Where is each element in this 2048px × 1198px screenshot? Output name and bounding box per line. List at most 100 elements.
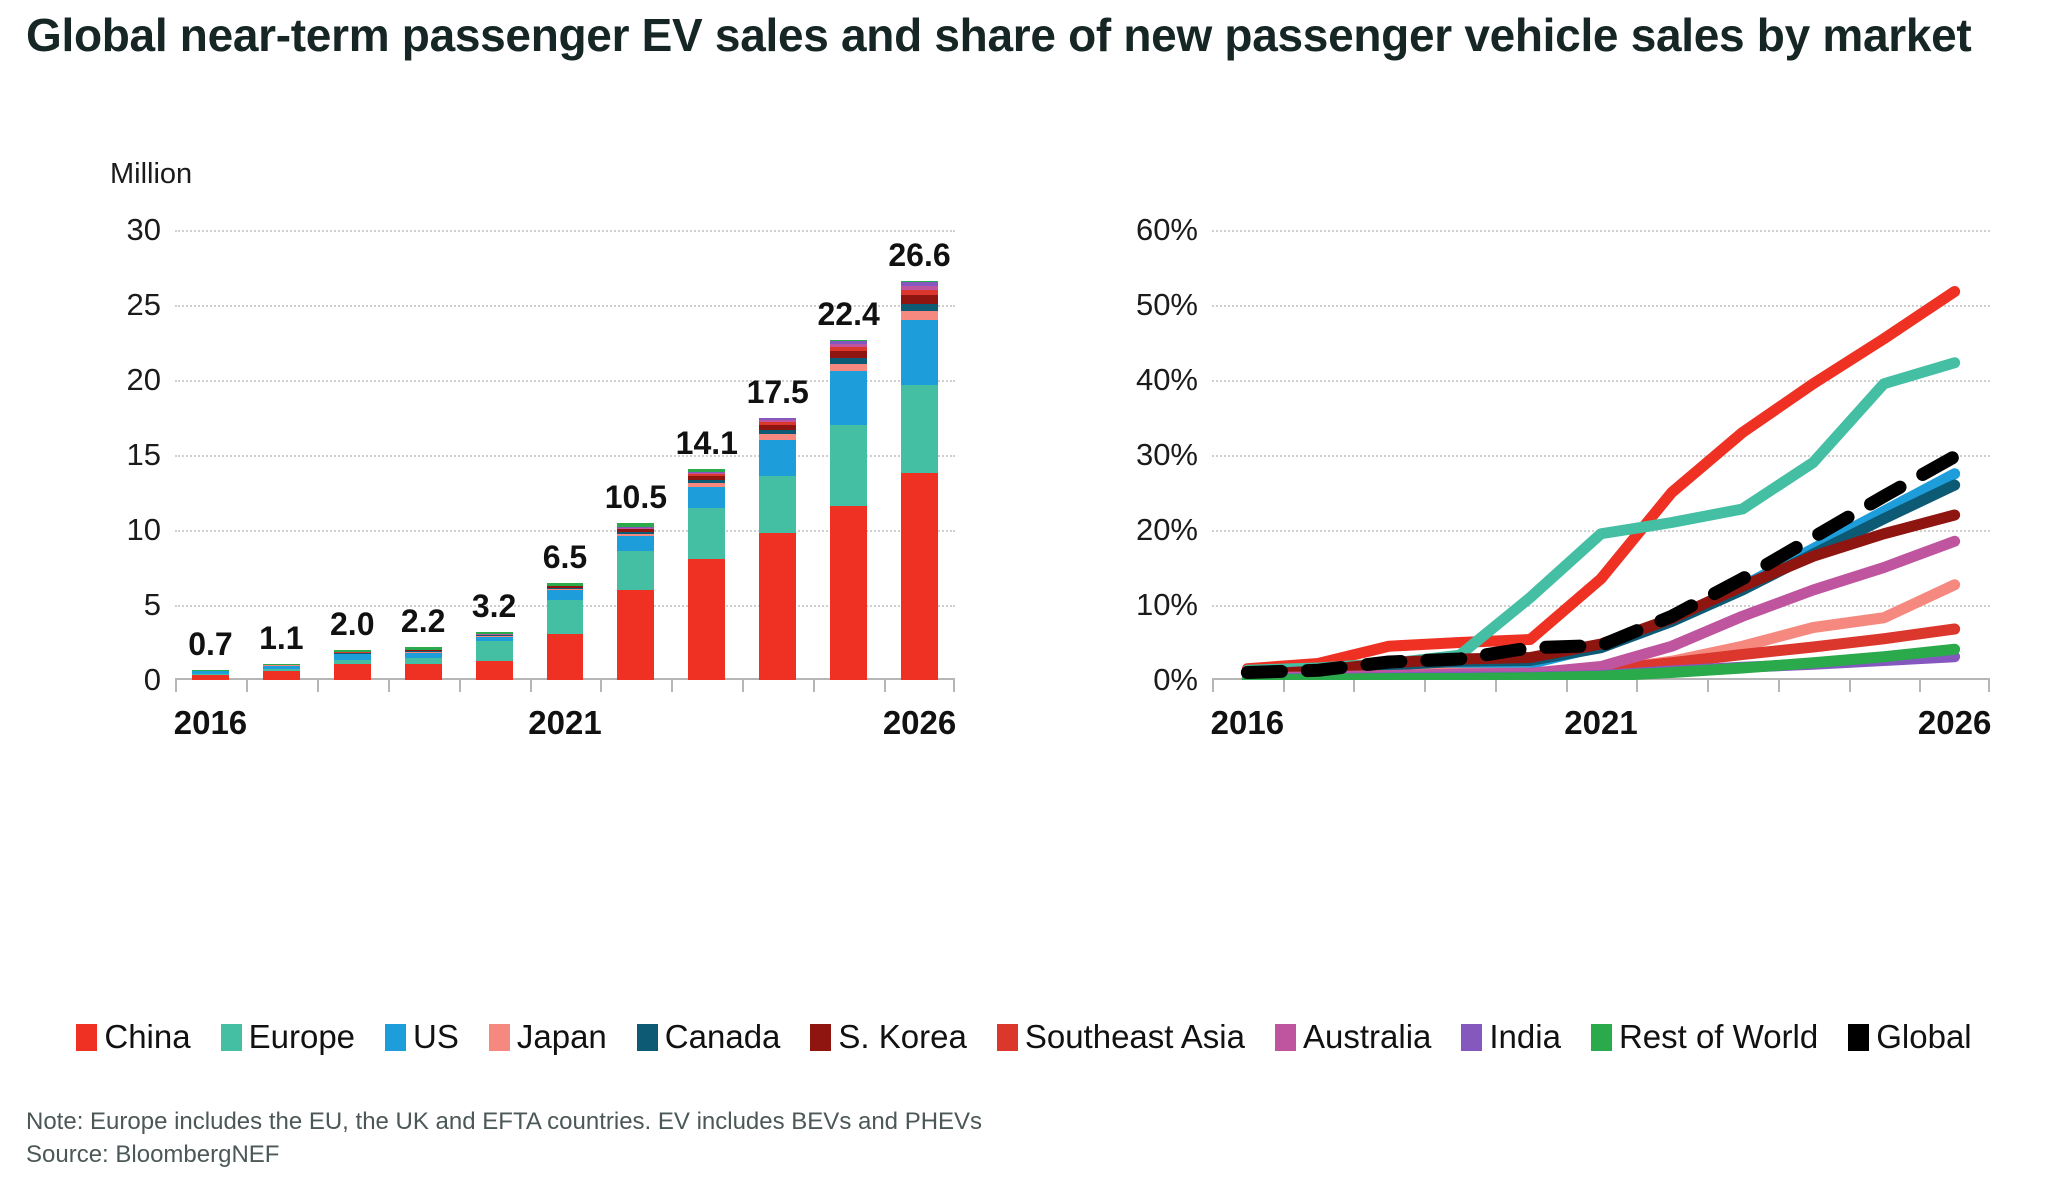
bar-segment[interactable]: [262, 671, 300, 680]
bar-segment[interactable]: [688, 476, 726, 480]
bar-segment[interactable]: [901, 290, 938, 296]
bar-column[interactable]: 3.2: [472, 230, 516, 680]
bar-segment[interactable]: [830, 350, 868, 358]
bar-segment[interactable]: [546, 586, 584, 588]
bar-segment[interactable]: [192, 669, 229, 671]
bar-segment[interactable]: [546, 589, 584, 590]
bar-segment[interactable]: [333, 659, 371, 664]
bar-segment[interactable]: [759, 440, 797, 476]
bar-segment[interactable]: [404, 657, 442, 664]
bar-segment[interactable]: [546, 582, 584, 586]
bar-segment[interactable]: [617, 528, 655, 530]
bar-segment[interactable]: [475, 660, 513, 680]
bar-column[interactable]: 10.5: [605, 230, 667, 680]
bar-segment[interactable]: [617, 527, 655, 528]
bar-segment[interactable]: [688, 558, 726, 680]
bar-segment[interactable]: [404, 652, 442, 658]
bar-segment[interactable]: [759, 424, 797, 430]
bar-segment[interactable]: [688, 472, 726, 475]
bar-segment[interactable]: [192, 675, 229, 680]
line-series-china[interactable]: [1241, 286, 1961, 675]
legend-item[interactable]: Japan: [488, 1018, 607, 1056]
bar-segment[interactable]: [759, 533, 797, 680]
bar-segment[interactable]: [617, 527, 655, 529]
bar-segment[interactable]: [546, 587, 584, 590]
bar-segment[interactable]: [192, 671, 229, 674]
bar-segment[interactable]: [404, 651, 442, 653]
bar-segment[interactable]: [404, 650, 442, 652]
bar-segment[interactable]: [759, 476, 797, 533]
bar-segment[interactable]: [262, 668, 300, 672]
bar-column[interactable]: 22.4: [817, 230, 880, 680]
bar-segment[interactable]: [688, 486, 726, 508]
legend-item[interactable]: Canada: [636, 1018, 780, 1056]
bar-segment[interactable]: [546, 599, 584, 635]
bar-segment[interactable]: [901, 473, 938, 680]
bar-segment[interactable]: [901, 320, 938, 385]
bar-segment[interactable]: [404, 663, 442, 680]
legend-item[interactable]: Southeast Asia: [996, 1018, 1245, 1056]
bar-segment[interactable]: [262, 663, 300, 665]
bar-column[interactable]: 2.2: [401, 230, 445, 680]
bar-segment[interactable]: [830, 363, 868, 371]
bar-column[interactable]: 6.5: [543, 230, 587, 680]
bar-segment[interactable]: [830, 425, 868, 506]
bar-segment[interactable]: [333, 663, 371, 680]
bar-segment[interactable]: [333, 654, 371, 660]
bar-column[interactable]: 1.1: [259, 230, 304, 680]
line-series-rest-of-world[interactable]: [1241, 643, 1961, 680]
bar-segment[interactable]: [759, 429, 797, 435]
bar-segment[interactable]: [830, 339, 868, 341]
bar-column[interactable]: 0.7: [188, 230, 233, 680]
bar-segment[interactable]: [901, 282, 938, 287]
bar-segment[interactable]: [617, 534, 655, 536]
bar-column[interactable]: 14.1: [676, 230, 738, 680]
bar-segment[interactable]: [901, 281, 938, 283]
legend-item[interactable]: S. Korea: [810, 1018, 967, 1056]
bar-segment[interactable]: [475, 635, 513, 637]
bar-segment[interactable]: [617, 590, 655, 680]
legend-item[interactable]: Europe: [220, 1018, 355, 1056]
bar-segment[interactable]: [759, 422, 797, 425]
bar-segment[interactable]: [404, 647, 442, 651]
bar-segment[interactable]: [475, 641, 513, 661]
legend-item[interactable]: China: [76, 1018, 191, 1056]
bar-segment[interactable]: [759, 434, 797, 440]
bar-segment[interactable]: [830, 371, 868, 425]
bar-segment[interactable]: [475, 632, 513, 635]
bar-segment[interactable]: [901, 310, 938, 320]
bar-segment[interactable]: [333, 653, 371, 654]
legend-item[interactable]: India: [1461, 1018, 1561, 1056]
bar-segment[interactable]: [830, 506, 868, 680]
bar-segment[interactable]: [333, 650, 371, 653]
bar-segment[interactable]: [192, 673, 229, 676]
bar-segment[interactable]: [901, 295, 938, 304]
bar-segment[interactable]: [475, 634, 513, 636]
bar-segment[interactable]: [830, 347, 868, 351]
bar-segment[interactable]: [688, 468, 726, 472]
bar-segment[interactable]: [688, 483, 726, 487]
bar-segment[interactable]: [830, 340, 868, 344]
bar-segment[interactable]: [688, 507, 726, 559]
legend-item[interactable]: Rest of World: [1590, 1018, 1818, 1056]
bar-segment[interactable]: [759, 419, 797, 423]
bar-segment[interactable]: [475, 636, 513, 642]
bar-segment[interactable]: [759, 417, 797, 420]
bar-segment[interactable]: [333, 652, 371, 654]
line-series-global[interactable]: [1240, 450, 1962, 679]
bar-column[interactable]: 26.6: [888, 230, 951, 680]
bar-segment[interactable]: [901, 286, 938, 291]
bar-segment[interactable]: [688, 471, 726, 473]
bar-segment[interactable]: [546, 634, 584, 680]
bar-segment[interactable]: [617, 531, 655, 535]
bar-column[interactable]: 17.5: [747, 230, 809, 680]
bar-segment[interactable]: [262, 665, 300, 669]
bar-segment[interactable]: [617, 522, 655, 528]
legend-item[interactable]: Global: [1848, 1018, 1972, 1056]
bar-segment[interactable]: [688, 474, 726, 477]
bar-segment[interactable]: [901, 303, 938, 311]
bar-segment[interactable]: [617, 551, 655, 590]
bar-segment[interactable]: [901, 384, 938, 473]
bar-segment[interactable]: [830, 343, 868, 347]
bar-segment[interactable]: [617, 529, 655, 532]
